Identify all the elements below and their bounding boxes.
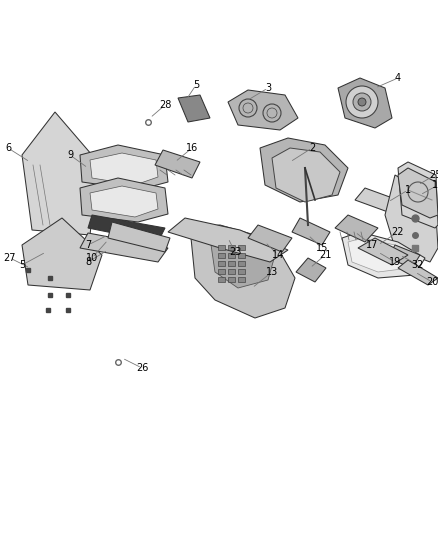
Text: 28: 28 [159, 100, 171, 110]
Polygon shape [398, 162, 438, 228]
Polygon shape [248, 225, 292, 252]
Polygon shape [385, 175, 438, 262]
Text: 1: 1 [405, 185, 411, 195]
Polygon shape [80, 145, 168, 190]
Polygon shape [260, 138, 348, 202]
Polygon shape [228, 90, 298, 130]
Polygon shape [342, 232, 425, 278]
Text: 15: 15 [316, 243, 328, 253]
Text: 16: 16 [186, 143, 198, 153]
Text: 5: 5 [193, 80, 199, 90]
Polygon shape [218, 245, 225, 250]
Text: 25: 25 [429, 170, 438, 180]
Text: 3: 3 [265, 83, 271, 93]
Polygon shape [80, 178, 168, 222]
Polygon shape [348, 238, 418, 272]
Polygon shape [355, 188, 398, 212]
Polygon shape [228, 277, 235, 282]
Polygon shape [218, 277, 225, 282]
Polygon shape [168, 218, 288, 262]
Polygon shape [155, 150, 200, 178]
Text: 13: 13 [266, 267, 278, 277]
Text: 5: 5 [19, 260, 25, 270]
Polygon shape [358, 238, 408, 265]
Polygon shape [90, 153, 158, 185]
Polygon shape [335, 215, 378, 242]
Text: 21: 21 [319, 250, 331, 260]
Polygon shape [338, 78, 392, 128]
Polygon shape [90, 186, 158, 217]
Polygon shape [210, 232, 275, 288]
Text: 7: 7 [85, 240, 91, 250]
Polygon shape [88, 215, 165, 242]
Text: 6: 6 [5, 143, 11, 153]
Polygon shape [178, 95, 210, 122]
Polygon shape [238, 261, 245, 266]
Text: 26: 26 [136, 363, 148, 373]
Polygon shape [190, 225, 295, 318]
Polygon shape [292, 218, 330, 245]
Text: 19: 19 [389, 257, 401, 267]
Polygon shape [238, 253, 245, 258]
Polygon shape [22, 218, 102, 290]
Text: 11: 11 [432, 180, 438, 190]
Text: 14: 14 [272, 250, 284, 260]
Text: 8: 8 [85, 257, 91, 267]
Text: 4: 4 [395, 73, 401, 83]
Polygon shape [228, 245, 235, 250]
Text: 27: 27 [4, 253, 16, 263]
Text: 9: 9 [67, 150, 73, 160]
Polygon shape [398, 260, 438, 285]
Polygon shape [22, 112, 98, 235]
Polygon shape [218, 269, 225, 274]
Polygon shape [228, 269, 235, 274]
Text: 20: 20 [426, 277, 438, 287]
Polygon shape [272, 148, 340, 202]
Polygon shape [238, 277, 245, 282]
Polygon shape [238, 245, 245, 250]
Polygon shape [108, 222, 170, 252]
Text: 2: 2 [309, 143, 315, 153]
Text: 17: 17 [366, 240, 378, 250]
Polygon shape [388, 245, 420, 268]
Polygon shape [228, 253, 235, 258]
Text: 22: 22 [392, 227, 404, 237]
Polygon shape [80, 233, 168, 262]
Polygon shape [228, 261, 235, 266]
Circle shape [353, 93, 371, 111]
Polygon shape [238, 269, 245, 274]
Text: 10: 10 [86, 253, 98, 263]
Polygon shape [218, 253, 225, 258]
Polygon shape [218, 261, 225, 266]
Text: 32: 32 [412, 260, 424, 270]
Circle shape [358, 98, 366, 106]
Text: 23: 23 [229, 247, 241, 257]
Polygon shape [398, 168, 438, 218]
Polygon shape [296, 258, 326, 282]
Circle shape [346, 86, 378, 118]
